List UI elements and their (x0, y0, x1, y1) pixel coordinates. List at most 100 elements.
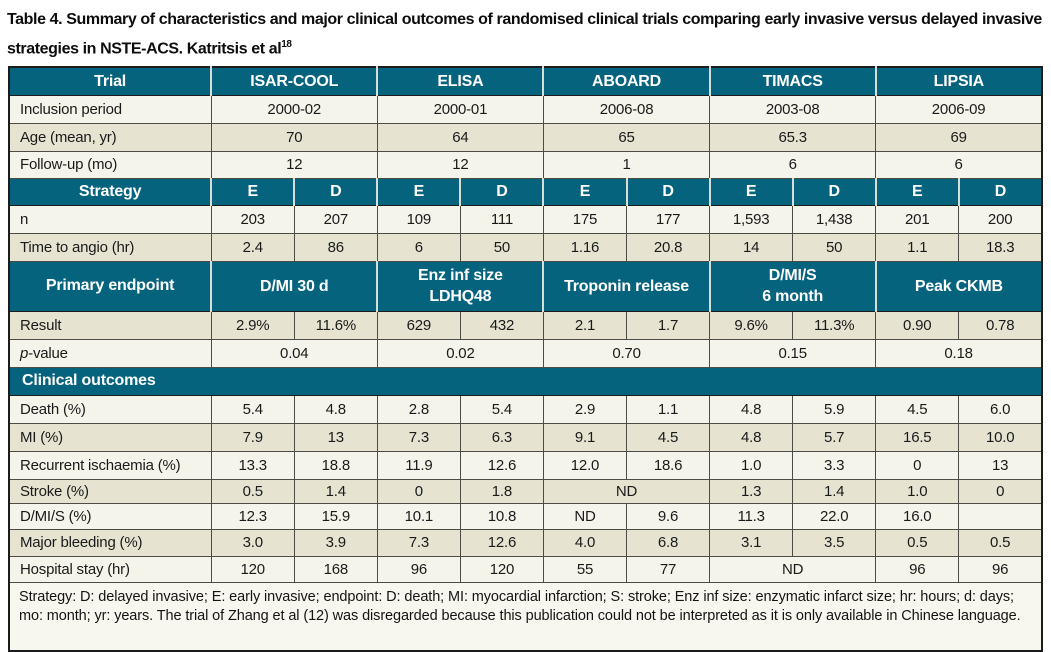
endpoint-cell: Enz inf size LDHQ48 (376, 260, 544, 312)
trials-table: Trial ISAR-COOL ELISA ABOARD TIMACS LIPS… (8, 66, 1043, 652)
row-label: D/MI/S (%) (8, 502, 212, 530)
row-label: Recurrent ischaemia (%) (8, 450, 212, 480)
data-cell: 2.9% (210, 310, 295, 340)
strategy-col: D (625, 177, 710, 206)
p-rest: -value (28, 344, 68, 362)
data-cell: 12.3 (210, 502, 295, 530)
strategy-col: E (542, 177, 627, 206)
strategy-col: D (459, 177, 544, 206)
data-cell: 1.0 (875, 478, 960, 504)
data-cell: 86 (293, 232, 378, 262)
row-label: Time to angio (hr) (8, 232, 212, 262)
data-cell: 2.4 (210, 232, 295, 262)
data-cell: 3.3 (792, 450, 877, 480)
data-cell: 2.9 (542, 394, 628, 424)
data-cell: 203 (210, 204, 295, 234)
data-cell (958, 502, 1043, 530)
data-cell: 65.3 (709, 122, 877, 152)
data-cell: 7.3 (376, 422, 461, 452)
data-cell: 3.5 (792, 528, 877, 557)
data-cell: 0.5 (875, 528, 960, 557)
data-cell: 50 (792, 232, 877, 262)
data-cell: 7.9 (210, 422, 295, 452)
data-cell: 2006-08 (542, 94, 711, 124)
trial-name: TIMACS (708, 66, 876, 96)
data-cell: 6.0 (958, 394, 1043, 424)
p-italic: p (20, 344, 29, 362)
data-cell: 0 (376, 478, 461, 504)
row-label: Hospital stay (hr) (8, 555, 212, 583)
data-cell: 6 (376, 232, 461, 262)
data-cell: 13.3 (210, 450, 295, 480)
data-cell: 10.8 (459, 502, 544, 530)
data-cell: 201 (875, 204, 960, 234)
data-cell: 10.0 (958, 422, 1043, 452)
data-cell: 7.3 (376, 528, 461, 557)
row-label: Result (8, 310, 212, 340)
data-cell: ND (709, 555, 877, 583)
strategy-col: E (708, 177, 793, 206)
endpoint-cell: Troponin release (542, 260, 710, 312)
data-cell: 2000-02 (210, 94, 378, 124)
data-cell: 70 (210, 122, 378, 152)
data-cell: 1,593 (709, 204, 794, 234)
row-n: n 203 207 109 111 175 177 1,593 1,438 20… (8, 204, 1043, 234)
data-cell: 11.9 (376, 450, 461, 480)
data-cell: 0.15 (709, 338, 877, 368)
data-cell: 55 (542, 555, 628, 583)
data-cell: 629 (376, 310, 461, 340)
data-cell: 4.5 (626, 422, 711, 452)
row-label: MI (%) (8, 422, 212, 452)
data-cell: 5.4 (210, 394, 295, 424)
data-cell: 10.1 (376, 502, 461, 530)
row-footnote: Strategy: D: delayed invasive; E: early … (8, 581, 1043, 652)
trial-name: LIPSIA (874, 66, 1042, 96)
data-cell: 1.4 (792, 478, 877, 504)
table-caption-text: Table 4. Summary of characteristics and … (7, 11, 1042, 58)
data-cell: 200 (958, 204, 1043, 234)
data-cell: 9.1 (542, 422, 628, 452)
row-major-bleeding: Major bleeding (%) 3.0 3.9 7.3 12.6 4.0 … (8, 528, 1043, 557)
data-cell: 9.6 (626, 502, 711, 530)
strategy-header-label: Strategy (9, 177, 212, 206)
row-label: Major bleeding (%) (8, 528, 212, 557)
data-cell: 6.3 (459, 422, 544, 452)
data-cell: 1 (542, 150, 711, 179)
data-cell: 77 (626, 555, 711, 583)
row-label: Death (%) (8, 394, 212, 424)
strategy-col: E (210, 177, 295, 206)
data-cell: 1,438 (792, 204, 877, 234)
data-cell: 13 (293, 422, 378, 452)
data-cell: 0 (958, 478, 1043, 504)
data-cell: 18.3 (958, 232, 1043, 262)
trial-name: ELISA (376, 66, 544, 96)
data-cell: 4.5 (875, 394, 960, 424)
data-cell: 1.8 (459, 478, 544, 504)
data-cell: 120 (459, 555, 544, 583)
data-cell: 65 (542, 122, 711, 152)
data-cell: 0.78 (958, 310, 1043, 340)
data-cell: 3.1 (709, 528, 794, 557)
row-result: Result 2.9% 11.6% 629 432 2.1 1.7 9.6% 1… (8, 310, 1043, 340)
data-cell: 175 (542, 204, 628, 234)
data-cell: 12 (376, 150, 544, 179)
data-cell: 5.7 (792, 422, 877, 452)
data-cell: 4.8 (709, 422, 794, 452)
table-footnote: Strategy: D: delayed invasive; E: early … (8, 581, 1043, 652)
row-trial-header: Trial ISAR-COOL ELISA ABOARD TIMACS LIPS… (9, 66, 1042, 96)
row-label: Stroke (%) (8, 478, 212, 504)
data-cell: 4.0 (542, 528, 628, 557)
trial-name: ABOARD (542, 66, 710, 96)
row-label: Inclusion period (8, 94, 212, 124)
data-cell: 22.0 (792, 502, 877, 530)
data-cell: 207 (293, 204, 378, 234)
row-age: Age (mean, yr) 70 64 65 65.3 69 (8, 122, 1043, 152)
data-cell: 6 (875, 150, 1043, 179)
data-cell: 20.8 (626, 232, 711, 262)
row-death: Death (%) 5.4 4.8 2.8 5.4 2.9 1.1 4.8 5.… (8, 394, 1043, 424)
row-label: p-value (8, 338, 212, 368)
data-cell: 6 (709, 150, 877, 179)
row-dmis: D/MI/S (%) 12.3 15.9 10.1 10.8 ND 9.6 11… (8, 502, 1043, 530)
row-label: n (8, 204, 212, 234)
section-header: Clinical outcomes (8, 366, 1043, 396)
